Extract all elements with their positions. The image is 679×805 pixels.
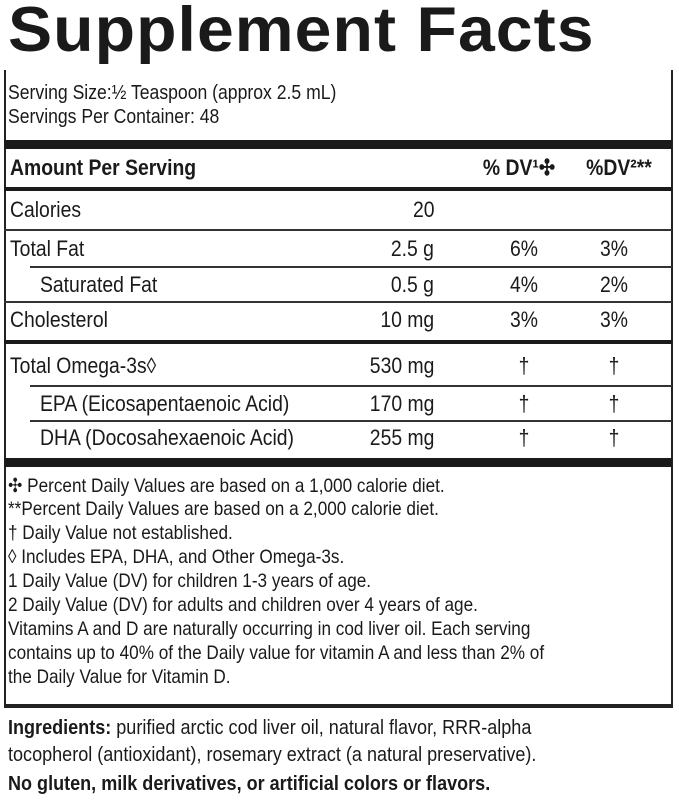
table-row: DHA (Docosahexaenoic Acid) 255 mg † †: [4, 421, 672, 455]
divider: [4, 187, 672, 191]
row-amount: 170 mg: [369, 391, 434, 416]
divider: [4, 229, 672, 231]
footnote: 1 Daily Value (DV) for children 1-3 year…: [8, 570, 372, 592]
row-dv2: 3%: [600, 236, 628, 261]
row-label: Saturated Fat: [40, 272, 158, 297]
row-dv2: 3%: [600, 307, 628, 332]
row-dv1: †: [518, 353, 530, 378]
footnote: ✣ Percent Daily Values are based on a 1,…: [8, 475, 445, 497]
divider: [30, 420, 672, 422]
divider: [4, 301, 672, 303]
row-dv1: 3%: [510, 307, 538, 332]
ingredients: Ingredients: purified arctic cod liver o…: [8, 716, 531, 740]
divider: [4, 340, 672, 344]
table-row: Total Omega-3s◊ 530 mg † †: [4, 349, 672, 383]
footnote: Vitamins A and D are naturally occurring…: [8, 618, 531, 640]
serving-size: Serving Size:½ Teaspoon (approx 2.5 mL): [8, 82, 337, 104]
thick-divider: [4, 140, 672, 149]
amount-header: Amount Per Serving: [10, 155, 197, 180]
row-amount: 20: [412, 197, 434, 222]
row-dv2: †: [608, 353, 620, 378]
ingredients-line: tocopherol (antioxidant), rosemary extra…: [8, 743, 537, 766]
facts-box: [4, 70, 673, 708]
row-label: Cholesterol: [10, 307, 108, 332]
row-amount: 0.5 g: [390, 272, 434, 297]
table-row: EPA (Eicosapentaenoic Acid) 170 mg † †: [4, 387, 672, 421]
dv2-header: %DV²**: [586, 155, 652, 180]
row-dv1: 6%: [510, 236, 538, 261]
row-amount: 10 mg: [380, 307, 434, 332]
row-amount: 2.5 g: [390, 236, 434, 261]
row-label: DHA (Docosahexaenoic Acid): [40, 425, 294, 450]
allergen-statement: No gluten, milk derivatives, or artifici…: [8, 772, 491, 795]
footnote: contains up to 40% of the Daily value fo…: [8, 642, 545, 664]
row-label: EPA (Eicosapentaenoic Acid): [40, 391, 290, 416]
table-row: Total Fat 2.5 g 6% 3%: [4, 232, 672, 266]
row-dv2: †: [608, 391, 620, 416]
table-row: Saturated Fat 0.5 g 4% 2%: [4, 268, 672, 302]
ingredients-label: Ingredients:: [8, 716, 112, 739]
row-label: Total Omega-3s◊: [10, 353, 157, 378]
servings-per-container: Servings Per Container: 48: [8, 106, 220, 128]
title: Supplement Facts: [8, 0, 595, 65]
footnote: the Daily Value for Vitamin D.: [8, 666, 231, 688]
row-dv2: †: [608, 425, 620, 450]
thick-divider: [4, 458, 672, 467]
divider: [30, 385, 672, 387]
table-row: Calories 20: [4, 193, 672, 227]
row-dv2: 2%: [600, 272, 628, 297]
ingredients-text: purified arctic cod liver oil, natural f…: [111, 716, 532, 739]
footnote: 2 Daily Value (DV) for adults and childr…: [8, 594, 478, 616]
row-amount: 255 mg: [369, 425, 434, 450]
row-label: Total Fat: [10, 236, 85, 261]
footnote: ◊ Includes EPA, DHA, and Other Omega-3s.: [8, 546, 345, 568]
footnote: **Percent Daily Values are based on a 2,…: [8, 498, 439, 520]
dv1-header: % DV¹✣: [482, 155, 556, 180]
footnote: † Daily Value not established.: [8, 522, 233, 544]
row-dv1: †: [518, 425, 530, 450]
row-dv1: 4%: [510, 272, 538, 297]
row-dv1: †: [518, 391, 530, 416]
header-row: Amount Per Serving % DV¹✣ %DV²**: [4, 151, 672, 185]
row-label: Calories: [10, 197, 82, 222]
row-amount: 530 mg: [369, 353, 434, 378]
divider: [30, 266, 672, 268]
table-row: Cholesterol 10 mg 3% 3%: [4, 303, 672, 337]
